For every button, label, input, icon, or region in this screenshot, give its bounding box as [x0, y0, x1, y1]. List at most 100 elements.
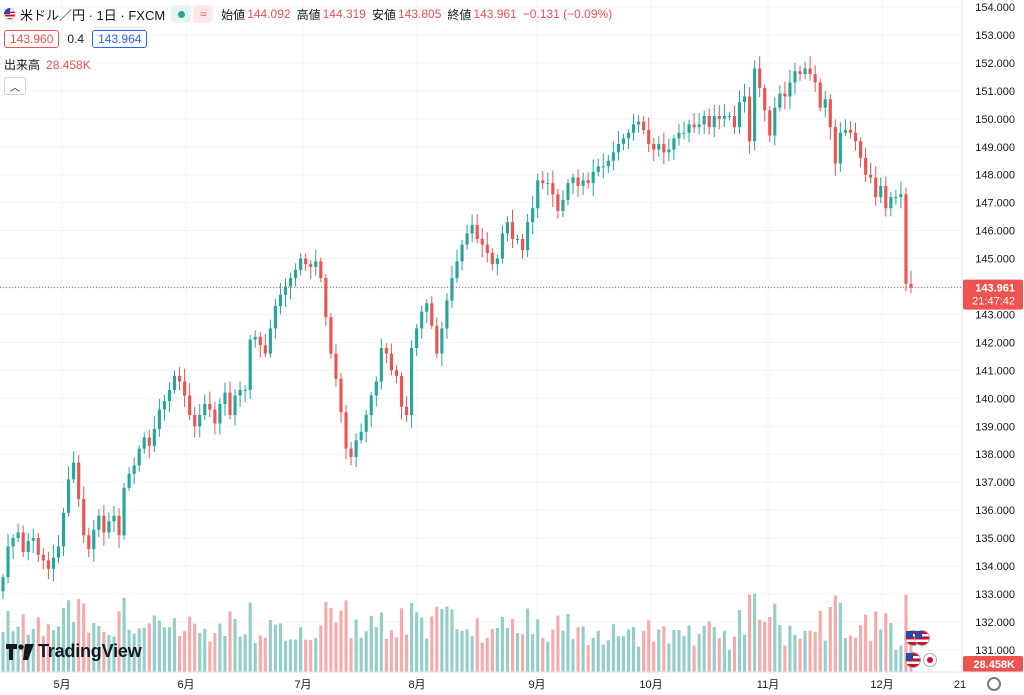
candle-body — [742, 96, 747, 103]
volume-bar — [707, 621, 711, 672]
tradingview-logo[interactable]: TradingView — [6, 641, 142, 662]
volume-bar — [546, 641, 550, 672]
volume-bar — [642, 630, 646, 672]
candle-body — [299, 258, 303, 270]
time-tick-label: 21 — [954, 679, 966, 691]
grid — [0, 0, 962, 672]
candle-body — [425, 303, 429, 312]
volume-bar — [869, 640, 873, 672]
logo-text: TradingView — [38, 641, 142, 661]
candle-body — [72, 462, 76, 480]
volume-bar — [77, 599, 81, 672]
symbol-title[interactable]: 米ドル／円 · 1日 · FXCM — [20, 7, 166, 23]
volume-bar — [183, 631, 187, 672]
volume-bar — [147, 623, 151, 672]
volume-bar — [364, 631, 368, 672]
candle-body — [672, 138, 676, 150]
volume-bar — [304, 639, 308, 672]
volume-bar — [309, 640, 313, 672]
approx-icon[interactable]: ≈ — [193, 5, 214, 23]
candle-body — [16, 532, 20, 539]
buy-button[interactable]: 143.964 — [92, 30, 148, 48]
candle-body — [475, 225, 479, 239]
volume-bar — [788, 625, 792, 672]
candle-body — [6, 546, 10, 578]
volume-bar — [193, 623, 197, 672]
candle-body — [430, 303, 434, 326]
volume-bar — [450, 609, 454, 672]
volume-bar — [334, 622, 338, 672]
candle-body — [238, 389, 242, 396]
volume-bar — [435, 606, 439, 672]
volume-bar — [485, 638, 489, 672]
volume-bar — [21, 614, 25, 672]
candle-body — [611, 152, 615, 161]
volume-bar — [177, 635, 182, 672]
candle-body — [324, 278, 328, 318]
volume-bar — [112, 636, 116, 672]
volume-bar — [107, 635, 111, 672]
candle-body — [707, 116, 711, 128]
volume-bar — [505, 627, 510, 672]
candle-body — [874, 177, 878, 198]
volume-bar — [833, 595, 837, 672]
volume-bar — [359, 637, 363, 672]
time-axis[interactable]: 5月 6月 7月 8月 9月 10月 11月 12月 21 — [0, 671, 1024, 691]
candle-body — [294, 269, 298, 279]
candle-body — [884, 185, 888, 209]
volume-bar — [515, 632, 520, 672]
candle-body — [369, 395, 373, 416]
jp-event-icon[interactable] — [923, 653, 937, 667]
candle-body — [657, 143, 661, 150]
volume-bar — [697, 633, 701, 672]
volume-bar — [637, 646, 641, 672]
volume-bar — [127, 629, 131, 672]
candle-body — [843, 129, 847, 133]
price-tick-label: 151.000 — [975, 86, 1015, 98]
volume-bar — [521, 634, 525, 672]
candle-body — [152, 429, 156, 446]
candle-body — [480, 238, 484, 245]
candle-body — [692, 124, 696, 128]
candle-body — [349, 448, 353, 457]
settings-gear-icon[interactable] — [987, 677, 1001, 691]
volume-bar — [722, 630, 726, 672]
volume-bar — [263, 637, 267, 672]
trade-row: 143.960 0.4 143.964 — [4, 30, 618, 48]
candle-body — [77, 462, 81, 499]
candle-body — [177, 375, 182, 382]
candle-body — [697, 124, 701, 128]
candle-body — [410, 347, 414, 416]
candle-body — [531, 208, 535, 223]
volume-bar — [258, 635, 262, 672]
price-tick-label: 131.000 — [975, 645, 1015, 657]
price-axis[interactable]: 154.000 153.000 152.000 151.000 150.000 149.0… — [961, 0, 1024, 695]
market-status-icon[interactable] — [171, 5, 192, 23]
time-tick-label: 10月 — [639, 679, 662, 691]
volume-bar — [6, 611, 10, 672]
us-event-icon[interactable] — [914, 630, 930, 646]
volume-bar — [314, 638, 318, 672]
candle-body — [56, 546, 61, 558]
candle-body — [682, 132, 686, 134]
volume-bar — [56, 626, 61, 672]
chevron-up-icon[interactable]: ︿ — [4, 77, 26, 95]
volume-bar — [677, 630, 681, 672]
volume-bar — [440, 608, 444, 672]
us-event-icon[interactable] — [905, 652, 921, 668]
volume-bar — [11, 631, 15, 672]
volume-bar — [611, 624, 615, 672]
candle-body — [102, 515, 106, 533]
sell-button[interactable]: 143.960 — [4, 30, 60, 48]
legend: 米ドル／円 · 1日 · FXCM ≈ 始値 144.092 高値 144.319 … — [4, 4, 618, 95]
candle-body — [823, 99, 827, 108]
candle-body — [899, 194, 903, 198]
volume-bar — [551, 629, 555, 672]
time-tick-label: 7月 — [294, 679, 311, 691]
candle-body — [637, 121, 641, 125]
volume-bar — [571, 639, 575, 672]
candle-body — [677, 132, 681, 139]
candles — [1, 56, 913, 600]
